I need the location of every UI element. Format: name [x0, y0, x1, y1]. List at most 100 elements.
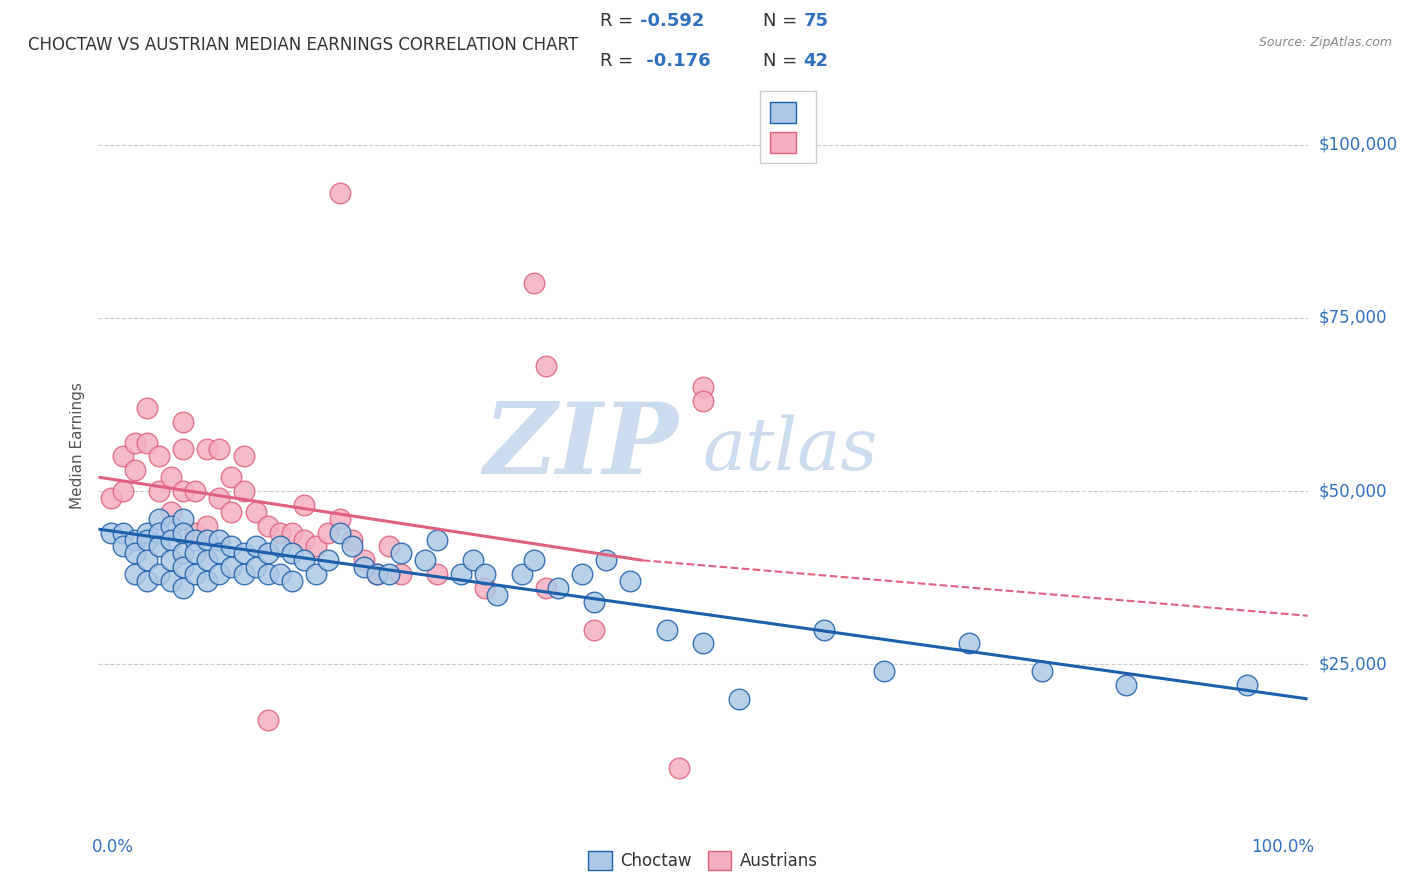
- Point: [111, 540, 134, 554]
- Point: [195, 553, 218, 567]
- Point: [172, 415, 194, 429]
- Point: [413, 553, 436, 567]
- Point: [148, 483, 170, 498]
- Point: [245, 505, 267, 519]
- Text: atlas: atlas: [703, 414, 879, 485]
- Point: [534, 359, 557, 374]
- Point: [583, 623, 606, 637]
- Text: $100,000: $100,000: [1319, 136, 1398, 153]
- Point: [184, 533, 207, 547]
- Text: R =: R =: [600, 12, 640, 30]
- Point: [728, 691, 751, 706]
- Text: N =: N =: [763, 12, 803, 30]
- Text: N =: N =: [763, 52, 803, 70]
- Point: [124, 463, 146, 477]
- Point: [668, 761, 690, 775]
- Point: [426, 567, 449, 582]
- Text: 0.0%: 0.0%: [93, 838, 134, 856]
- Point: [534, 581, 557, 595]
- Point: [160, 553, 183, 567]
- Point: [172, 546, 194, 560]
- Point: [221, 505, 243, 519]
- Point: [124, 435, 146, 450]
- Point: [281, 546, 304, 560]
- Point: [486, 588, 509, 602]
- Point: [305, 567, 328, 582]
- Point: [221, 470, 243, 484]
- Text: -0.592: -0.592: [640, 12, 704, 30]
- Point: [1115, 678, 1137, 692]
- Point: [292, 498, 315, 512]
- Point: [195, 533, 218, 547]
- Point: [1236, 678, 1258, 692]
- Point: [100, 525, 122, 540]
- Point: [426, 533, 449, 547]
- Point: [221, 560, 243, 574]
- Point: [547, 581, 569, 595]
- Point: [463, 553, 485, 567]
- Point: [172, 525, 194, 540]
- Point: [160, 574, 183, 588]
- Point: [148, 567, 170, 582]
- Point: [281, 574, 304, 588]
- Point: [184, 483, 207, 498]
- Point: [148, 525, 170, 540]
- Point: [342, 540, 364, 554]
- Point: [256, 518, 278, 533]
- Point: [474, 567, 496, 582]
- Point: [124, 567, 146, 582]
- Point: [692, 380, 714, 394]
- Point: [510, 567, 533, 582]
- Point: [184, 525, 207, 540]
- Point: [221, 540, 243, 554]
- Point: [208, 533, 231, 547]
- Point: [329, 525, 352, 540]
- Point: [135, 401, 157, 415]
- Point: [474, 581, 496, 595]
- Point: [269, 525, 291, 540]
- Point: [111, 450, 134, 464]
- Point: [256, 713, 278, 727]
- Point: [195, 574, 218, 588]
- Point: [160, 505, 183, 519]
- Text: CHOCTAW VS AUSTRIAN MEDIAN EARNINGS CORRELATION CHART: CHOCTAW VS AUSTRIAN MEDIAN EARNINGS CORR…: [28, 36, 578, 54]
- Point: [160, 518, 183, 533]
- Text: $50,000: $50,000: [1319, 482, 1388, 500]
- Point: [111, 525, 134, 540]
- Point: [353, 553, 375, 567]
- Point: [813, 623, 835, 637]
- Point: [595, 553, 617, 567]
- Point: [619, 574, 641, 588]
- Point: [111, 483, 134, 498]
- Point: [292, 553, 315, 567]
- Text: -0.176: -0.176: [640, 52, 711, 70]
- Point: [245, 560, 267, 574]
- Legend: Choctaw, Austrians: Choctaw, Austrians: [578, 841, 828, 880]
- Point: [135, 553, 157, 567]
- Point: [172, 483, 194, 498]
- Point: [292, 533, 315, 547]
- Point: [316, 525, 339, 540]
- Point: [135, 525, 157, 540]
- Point: [377, 567, 399, 582]
- Point: [208, 491, 231, 505]
- Point: [353, 560, 375, 574]
- Text: 100.0%: 100.0%: [1250, 838, 1313, 856]
- Point: [389, 546, 412, 560]
- Point: [148, 540, 170, 554]
- Point: [655, 623, 678, 637]
- Point: [316, 553, 339, 567]
- Text: 42: 42: [803, 52, 828, 70]
- Text: $75,000: $75,000: [1319, 309, 1388, 326]
- Point: [269, 540, 291, 554]
- Point: [124, 546, 146, 560]
- Point: [583, 595, 606, 609]
- Point: [232, 567, 254, 582]
- Point: [1031, 664, 1053, 678]
- Point: [957, 636, 980, 650]
- Point: [172, 581, 194, 595]
- Point: [256, 546, 278, 560]
- Point: [160, 470, 183, 484]
- Point: [232, 546, 254, 560]
- Point: [172, 560, 194, 574]
